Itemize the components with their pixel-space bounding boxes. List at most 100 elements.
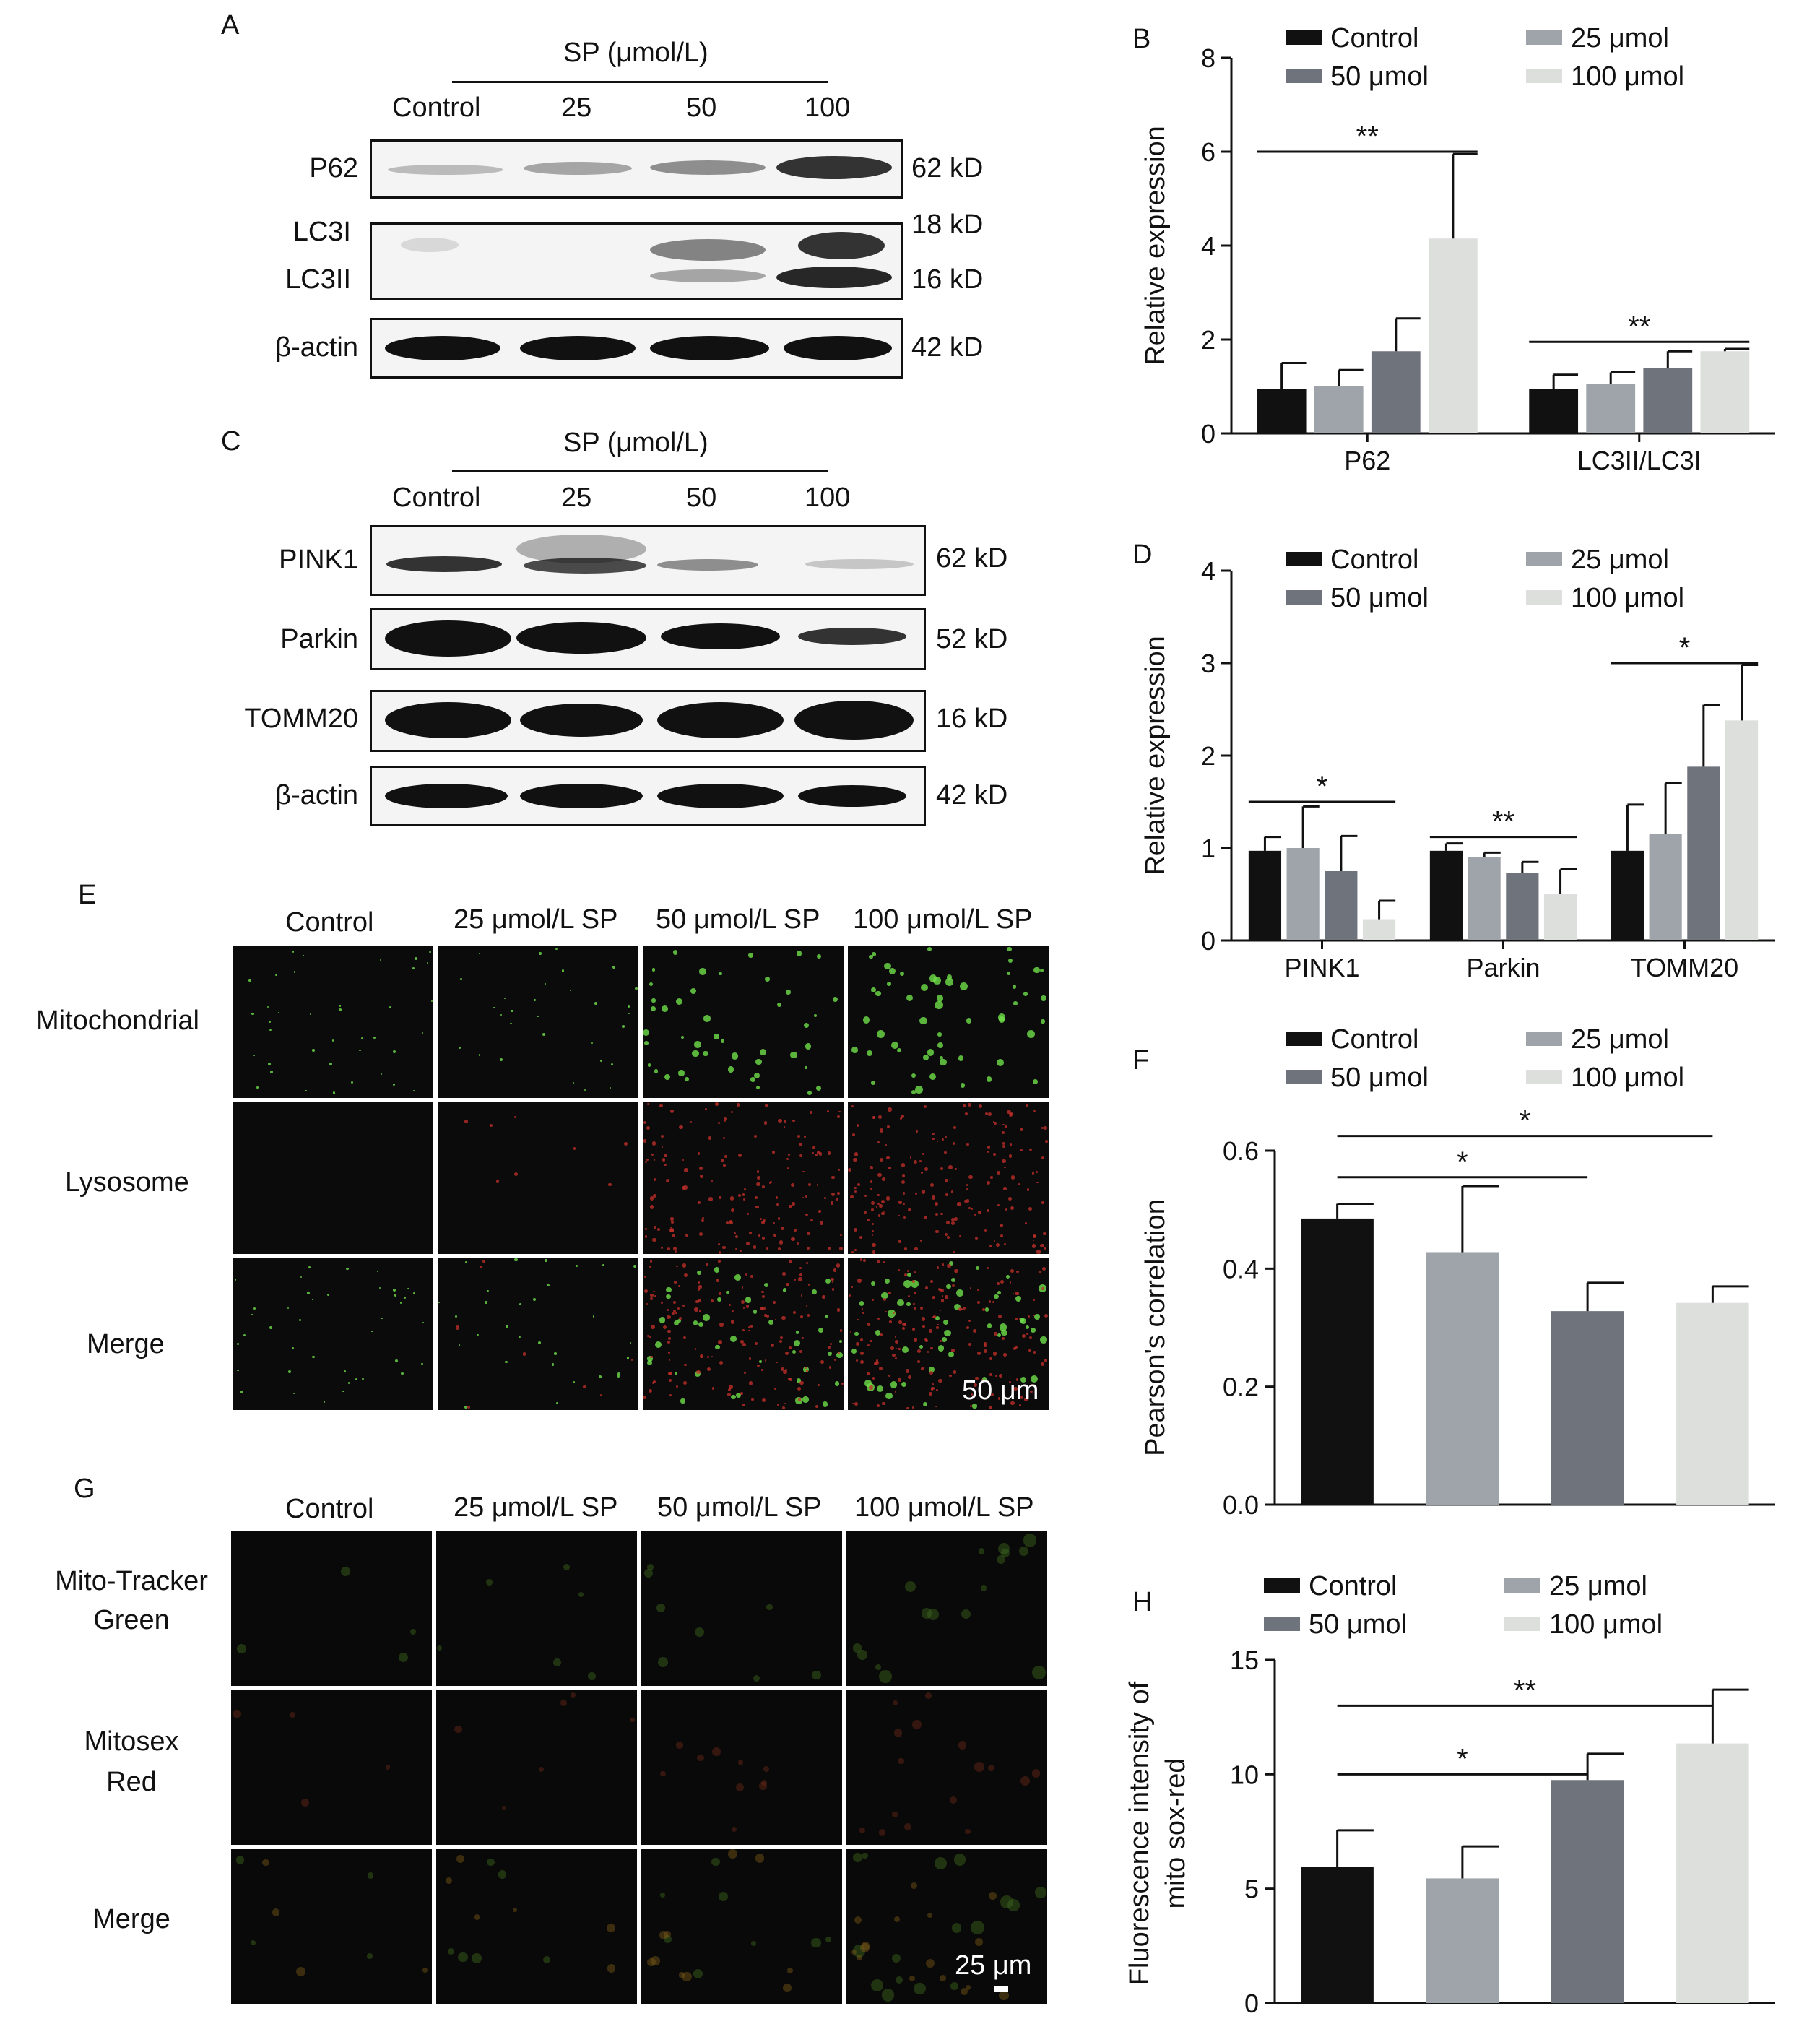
panel-e-scale-bar <box>998 1413 1008 1419</box>
H-y-tick-label: 15 <box>1230 1645 1259 1675</box>
blot-size-pink1: 62 kD <box>936 543 1008 574</box>
chart-h-legend-swatch <box>1504 1617 1540 1631</box>
chart-f-significance-mark: * <box>1457 1146 1468 1178</box>
panel-a-lane-control: Control <box>392 92 481 123</box>
D-y-tick-label: 2 <box>1201 741 1216 771</box>
panel-e-row-merge: Merge <box>87 1329 165 1359</box>
panel-g-image <box>641 1690 842 1845</box>
D-y-axis-label: Relative expression <box>1140 636 1171 875</box>
blot-label-actin-a: β-actin <box>275 332 358 363</box>
panel-g-row-mito-2: Green <box>93 1605 170 1635</box>
chart-d-bar <box>1543 894 1577 940</box>
panel-c-lane-25: 25 <box>561 483 592 513</box>
chart-d-panel-letter: D <box>1132 540 1152 570</box>
chart-b-legend-swatch <box>1526 30 1562 45</box>
panel-e-image <box>848 1102 1049 1254</box>
panel-a-group-line <box>452 81 828 83</box>
chart-f-bar <box>1426 1252 1499 1505</box>
blot-size-lc3ii: 16 kD <box>911 264 984 295</box>
B-y-tick-label: 4 <box>1201 231 1216 261</box>
chart-b-bar <box>1586 384 1636 433</box>
chart-d-x-tick-label: PINK1 <box>1284 953 1359 982</box>
panel-e-image <box>233 1258 433 1410</box>
blot-size-actin-a: 42 kD <box>911 332 984 363</box>
chart-h-legend-label: 100 μmol <box>1549 1609 1663 1640</box>
B-y-axis-label: Relative expression <box>1140 126 1171 366</box>
F-y-tick-label: 0.0 <box>1223 1490 1259 1520</box>
chart-h-legend-label: 50 μmol <box>1309 1609 1407 1640</box>
chart-f-significance-mark: * <box>1520 1105 1531 1137</box>
chart-b-x-tick-label: P62 <box>1344 446 1390 475</box>
panel-e-col-25: 25 μmol/L SP <box>454 904 618 935</box>
chart-f-legend-label: 25 μmol <box>1571 1024 1669 1055</box>
chart-h-significance-mark: ** <box>1514 1674 1536 1706</box>
blot-label-tomm20: TOMM20 <box>244 704 358 734</box>
chart-f-legend-swatch <box>1286 1032 1322 1046</box>
chart-d-bar <box>1362 919 1396 940</box>
panel-g-col-50: 50 μmol/L SP <box>657 1492 822 1523</box>
panel-e-image <box>643 946 844 1098</box>
D-y-tick-label: 3 <box>1201 649 1216 678</box>
chart-d-legend-label: 50 μmol <box>1330 583 1429 613</box>
panel-g-image <box>231 1690 432 1845</box>
blot-label-parkin: Parkin <box>280 624 358 654</box>
chart-d-significance-mark: * <box>1679 632 1691 664</box>
chart-b-significance-mark: ** <box>1628 311 1650 342</box>
panel-g-image <box>846 1690 1047 1845</box>
F-y-tick-label: 0.2 <box>1223 1372 1259 1402</box>
chart-d-bar <box>1248 850 1282 940</box>
chart-f-bar <box>1551 1311 1624 1505</box>
chart-d-legend-swatch <box>1286 590 1322 605</box>
F-y-tick-label: 0.6 <box>1223 1136 1259 1166</box>
panel-g-image <box>846 1849 1047 2004</box>
chart-d-bar <box>1468 857 1501 940</box>
blot-label-lc3i: LC3I <box>292 217 351 247</box>
panel-e-image <box>438 1258 638 1410</box>
chart-d-legend-swatch <box>1286 552 1322 566</box>
chart-b-legend-label: 50 μmol <box>1330 61 1429 92</box>
panel-c-group-label: SP (μmol/L) <box>563 428 708 458</box>
chart-h-panel-letter: H <box>1132 1587 1152 1617</box>
panel-a-lane-25: 25 <box>561 92 592 123</box>
panel-a-group-label: SP (μmol/L) <box>563 38 708 68</box>
B-y-tick-label: 8 <box>1201 43 1216 73</box>
chart-d-bar <box>1286 848 1320 940</box>
chart-h-bar <box>1676 1743 1749 2003</box>
panel-g-col-25: 25 μmol/L SP <box>454 1492 618 1523</box>
chart-h-legend-swatch <box>1504 1578 1540 1593</box>
blot-parkin <box>370 608 926 670</box>
chart-f-legend-label: Control <box>1330 1024 1419 1055</box>
panel-g-col-100: 100 μmol/L SP <box>854 1492 1034 1523</box>
panel-g-scale-bar <box>994 1986 1008 1992</box>
chart-f-panel-letter: F <box>1132 1045 1149 1076</box>
blot-p62 <box>370 139 903 199</box>
panel-g-image <box>231 1849 432 2004</box>
chart-f-legend-swatch <box>1526 1070 1562 1084</box>
panel-g-row-sox-1: Mitosex <box>84 1726 179 1757</box>
D-y-tick-label: 4 <box>1201 556 1216 586</box>
D-y-tick-label: 0 <box>1201 926 1216 956</box>
H-y-tick-label: 0 <box>1244 1989 1259 2018</box>
chart-d-bar <box>1506 873 1539 940</box>
B-y-tick-label: 6 <box>1201 137 1216 167</box>
panel-e-image <box>643 1102 844 1254</box>
blot-size-lc3i: 18 kD <box>911 209 984 240</box>
chart-b-bar <box>1529 389 1579 433</box>
blot-tomm20 <box>370 690 926 752</box>
chart-d-bar <box>1611 850 1644 940</box>
chart-h-legend-swatch <box>1264 1617 1300 1631</box>
blot-size-tomm20: 16 kD <box>936 704 1008 734</box>
chart-h-legend-label: 25 μmol <box>1549 1571 1647 1601</box>
blot-label-p62: P62 <box>309 153 358 183</box>
panel-c-letter: C <box>221 426 241 457</box>
chart-b-bar <box>1371 351 1421 433</box>
chart-d-legend-label: Control <box>1330 545 1419 575</box>
chart-d-bar <box>1325 871 1358 940</box>
chart-b-legend-swatch <box>1286 30 1322 45</box>
chart-b-x-tick-label: LC3II/LC3I <box>1577 446 1702 475</box>
chart-b-legend-swatch <box>1286 69 1322 83</box>
chart-f-legend-label: 100 μmol <box>1571 1063 1684 1093</box>
chart-d-significance-mark: ** <box>1492 806 1514 838</box>
blot-size-parkin: 52 kD <box>936 624 1008 654</box>
